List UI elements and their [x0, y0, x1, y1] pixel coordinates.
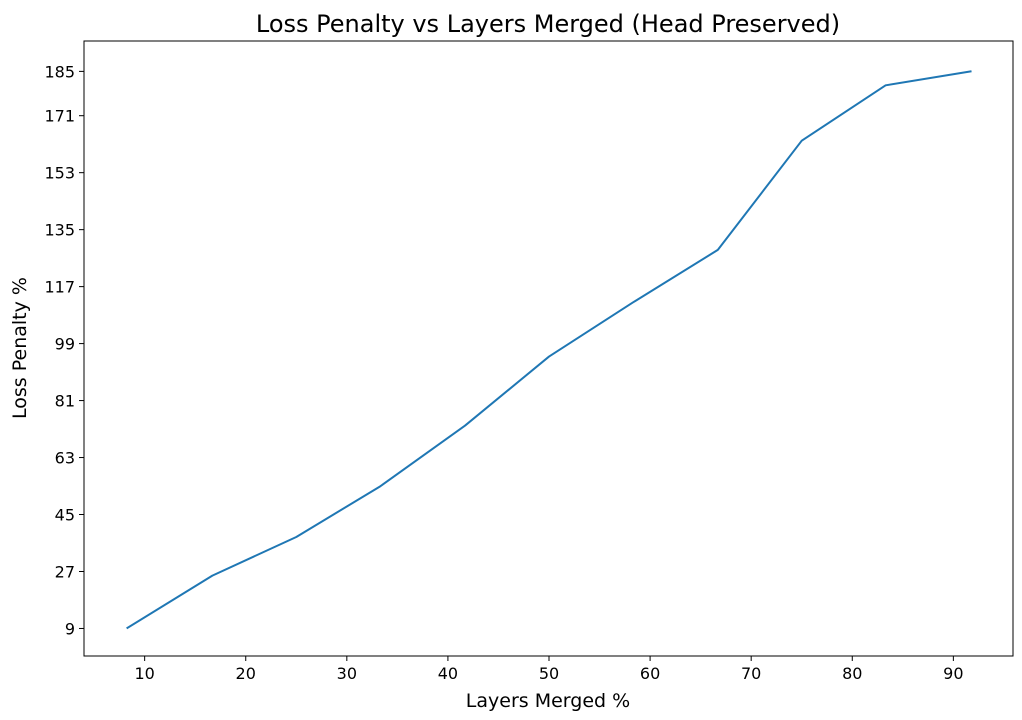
series-line	[126, 70, 972, 630]
x-tick-label: 30	[337, 664, 357, 683]
x-axis: 10 20 30 40 50 60 70 80 90	[134, 656, 964, 683]
y-tick-label: 117	[44, 278, 75, 297]
y-axis: 9 27 45 63 81 99 117 135 153 171 185	[44, 62, 84, 638]
y-axis-label: Loss Penalty %	[9, 277, 31, 419]
y-tick-label: 27	[55, 562, 75, 581]
plot-area	[126, 70, 972, 630]
y-tick-label: 171	[44, 107, 75, 126]
plot-frame	[83, 40, 1014, 657]
y-tick-label: 185	[44, 62, 75, 81]
y-tick-label: 135	[44, 221, 75, 240]
x-tick-label: 90	[943, 664, 963, 683]
x-tick-label: 10	[134, 664, 154, 683]
y-tick-label: 9	[65, 619, 75, 638]
x-tick-label: 60	[640, 664, 660, 683]
x-axis-label: Layers Merged %	[466, 690, 630, 712]
x-tick-label: 80	[842, 664, 862, 683]
y-tick-label: 45	[55, 506, 75, 525]
x-tick-label: 70	[741, 664, 761, 683]
x-tick-label: 20	[236, 664, 256, 683]
y-tick-label: 99	[55, 335, 75, 354]
y-tick-label: 63	[55, 449, 75, 468]
x-tick-label: 50	[539, 664, 559, 683]
y-tick-label: 81	[55, 392, 75, 411]
chart-title: Loss Penalty vs Layers Merged (Head Pres…	[256, 10, 840, 38]
y-tick-label: 153	[44, 164, 75, 183]
x-tick-label: 40	[438, 664, 458, 683]
